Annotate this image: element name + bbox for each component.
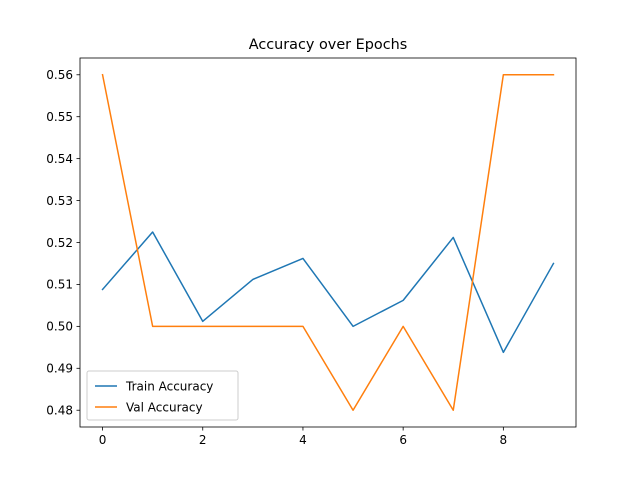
- legend-label: Train Accuracy: [125, 379, 213, 393]
- legend: Train Accuracy Val Accuracy: [86, 370, 239, 421]
- y-tick-label: 0.53: [46, 194, 73, 208]
- series-line-train-accuracy: [101, 231, 555, 354]
- y-axis: 0.48 0.49 0.50 0.51 0.52 0.53 0.54 0.55 0.56: [46, 68, 80, 418]
- series-layer: [101, 73, 555, 411]
- x-tick-label: 2: [199, 433, 207, 447]
- x-axis: 0 2 4 6 8: [99, 427, 507, 447]
- legend-label: Val Accuracy: [126, 400, 203, 414]
- y-tick-label: 0.49: [46, 362, 73, 376]
- series-line-val-accuracy: [101, 73, 555, 411]
- legend-box: [86, 370, 239, 421]
- y-tick-label: 0.48: [46, 404, 73, 418]
- chart-title: Accuracy over Epochs: [249, 37, 408, 53]
- y-tick-label: 0.50: [46, 320, 73, 334]
- y-tick-label: 0.54: [46, 152, 73, 166]
- x-tick-label: 0: [99, 433, 107, 447]
- x-tick-label: 8: [500, 433, 508, 447]
- y-tick-label: 0.51: [46, 278, 73, 292]
- x-tick-label: 4: [299, 433, 307, 447]
- x-tick-label: 6: [399, 433, 407, 447]
- y-tick-label: 0.56: [46, 68, 73, 82]
- y-tick-label: 0.52: [46, 236, 73, 250]
- y-tick-label: 0.55: [46, 110, 73, 124]
